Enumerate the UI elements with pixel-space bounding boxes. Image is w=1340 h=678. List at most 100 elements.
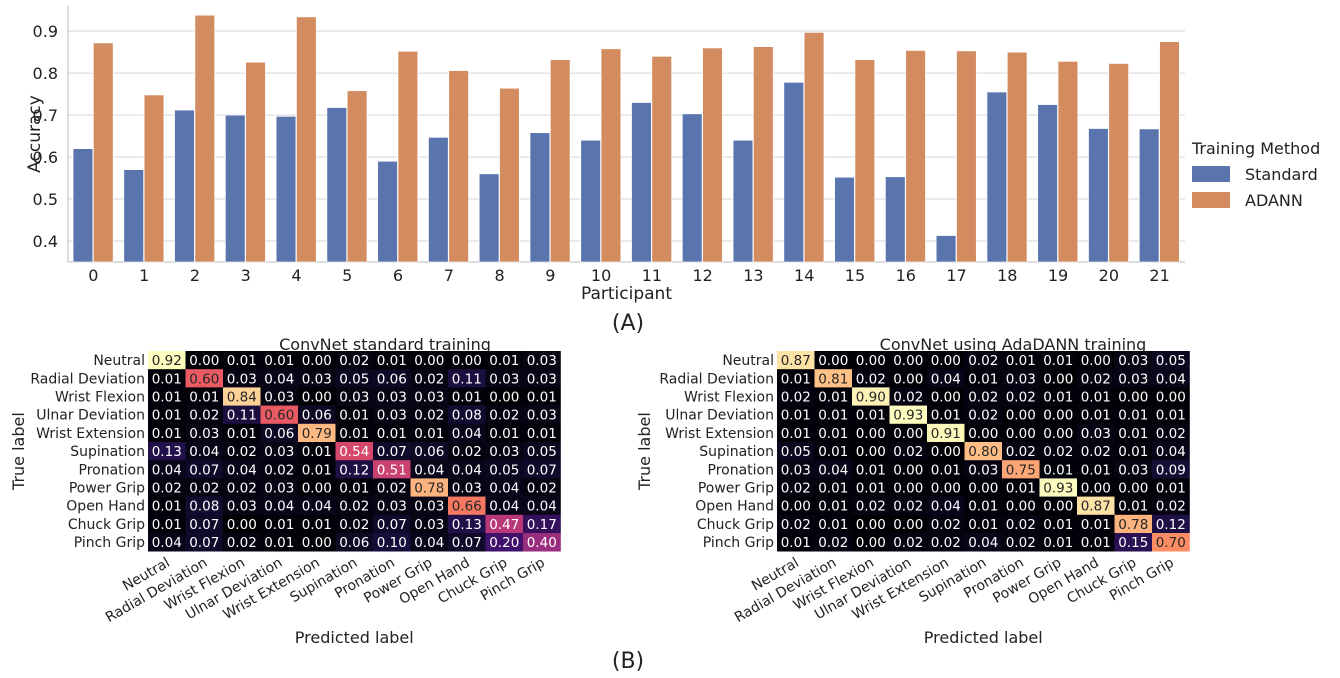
matrix-cell — [777, 369, 815, 388]
cell-value: 0.04 — [1156, 371, 1186, 387]
cell-value: 0.00 — [189, 353, 219, 369]
x-tick-label: 12 — [692, 266, 712, 285]
cell-value: 0.02 — [1006, 444, 1036, 460]
cell-value: 0.03 — [1118, 353, 1148, 369]
cell-value: 0.01 — [189, 390, 219, 406]
bar-adann — [346, 90, 368, 263]
x-tick-label: 6 — [393, 266, 403, 285]
cell-value: 0.00 — [302, 353, 332, 369]
matrix-cell — [410, 423, 449, 443]
matrix-cell — [410, 460, 449, 479]
cell-value: 0.60 — [264, 408, 294, 424]
cell-value: 0.07 — [527, 462, 557, 478]
matrix-cell — [485, 423, 524, 443]
cell-value: 0.81 — [818, 371, 848, 387]
matrix-cell — [927, 369, 965, 388]
cell-value: 0.04 — [489, 481, 519, 497]
cell-value: 0.00 — [1043, 371, 1073, 387]
cell-value: 0.02 — [1006, 390, 1036, 406]
matrix-cell — [889, 478, 928, 497]
bar-standard — [885, 176, 906, 263]
matrix-cell — [373, 460, 411, 479]
cell-value: 0.02 — [1006, 517, 1036, 533]
cell-value: 0.01 — [1043, 535, 1073, 551]
cell-value: 0.01 — [1118, 426, 1148, 442]
cell-value: 0.02 — [227, 481, 257, 497]
matrix-cell — [523, 496, 561, 516]
matrix-cell — [852, 442, 890, 461]
matrix-cell — [1039, 514, 1078, 534]
matrix-cell — [298, 351, 336, 370]
bar-adann — [905, 50, 926, 263]
matrix-cell — [889, 514, 928, 534]
cell-value: 0.02 — [1156, 499, 1186, 515]
cell-value: 0.04 — [264, 371, 294, 387]
cell-value: 0.02 — [189, 481, 219, 497]
matrix-cell — [410, 478, 449, 497]
cell-value: 0.00 — [302, 390, 332, 406]
row-label: Wrist Extension — [36, 426, 145, 442]
matrix-cell — [1114, 533, 1153, 552]
matrix-cell — [1114, 478, 1153, 497]
matrix-cell — [523, 514, 561, 534]
matrix-cell — [1152, 478, 1190, 497]
cell-value: 0.02 — [893, 535, 923, 551]
matrix-cell — [964, 369, 1003, 388]
cell-value: 0.00 — [856, 444, 886, 460]
cell-value: 0.01 — [377, 353, 407, 369]
matrix-cell — [1077, 496, 1115, 516]
matrix-cell — [814, 423, 853, 443]
matrix-cell — [1039, 423, 1078, 443]
legend-swatch-adann — [1192, 192, 1230, 208]
cell-value: 0.11 — [227, 408, 257, 424]
cell-value: 0.00 — [931, 353, 961, 369]
cell-value: 0.04 — [302, 499, 332, 515]
row-label: Wrist Extension — [665, 426, 774, 442]
cell-value: 0.03 — [452, 481, 482, 497]
matrix-cell — [1077, 460, 1115, 479]
matrix-cell — [298, 478, 336, 497]
cell-value: 0.02 — [1156, 426, 1186, 442]
matrix-cell — [927, 533, 965, 552]
matrix-cell — [148, 387, 186, 406]
bar-adann — [1057, 61, 1079, 263]
bar-standard — [834, 176, 855, 263]
matrix-cell — [964, 387, 1003, 406]
bar-standard — [478, 173, 500, 263]
cell-value: 0.01 — [302, 462, 332, 478]
matrix-cell — [298, 405, 336, 425]
cell-value: 0.03 — [414, 499, 444, 515]
cell-value: 0.03 — [227, 371, 257, 387]
bar-adann — [1108, 63, 1129, 263]
legend: Training Method Standard ADANN — [1191, 139, 1320, 210]
matrix-cell — [852, 387, 890, 406]
matrix-cell — [448, 405, 486, 425]
cell-value: 0.03 — [264, 390, 294, 406]
cell-value: 0.03 — [1081, 426, 1111, 442]
cell-value: 0.03 — [414, 390, 444, 406]
row-label: Power Grip — [69, 481, 145, 497]
matrix-cell — [927, 514, 965, 534]
cell-value: 0.00 — [1118, 390, 1148, 406]
matrix-cell — [1002, 442, 1040, 461]
matrix-cell — [260, 514, 299, 534]
matrix-cell — [485, 369, 524, 388]
x-tick-label: 14 — [794, 266, 814, 285]
cell-value: 0.01 — [818, 517, 848, 533]
cell-value: 0.00 — [1006, 499, 1036, 515]
matrix-cell — [185, 533, 224, 552]
matrix-cell — [852, 496, 890, 516]
cell-value: 0.01 — [856, 481, 886, 497]
x-tick-label: 2 — [190, 266, 200, 285]
cell-value: 0.01 — [489, 353, 519, 369]
cell-value: 0.75 — [1006, 462, 1036, 478]
bar-standard — [529, 132, 551, 263]
cell-value: 0.04 — [489, 499, 519, 515]
matrix-cell — [523, 460, 561, 479]
cell-value: 0.00 — [893, 426, 923, 442]
cell-value: 0.00 — [968, 426, 998, 442]
x-tick-label: 1 — [139, 266, 149, 285]
cell-value: 0.05 — [527, 444, 557, 460]
cell-value: 0.05 — [781, 444, 811, 460]
cell-value: 0.06 — [264, 426, 294, 442]
